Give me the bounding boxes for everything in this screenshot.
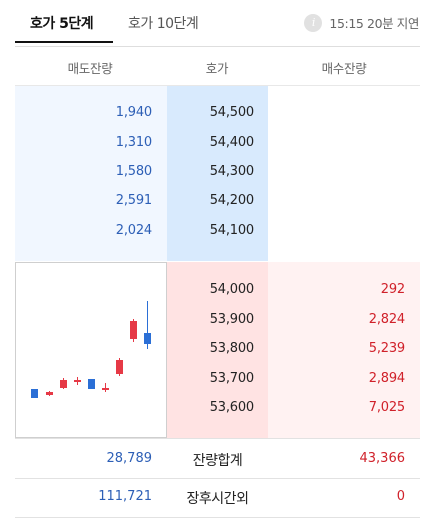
candle [144,301,151,349]
candle [88,379,95,389]
summary-divider [15,478,420,479]
delay-notice: i 15:15 20분 지연 [304,13,419,32]
ask-price[interactable]: 54,200 [209,193,254,208]
ask-price[interactable]: 54,100 [209,223,254,238]
column-header-price: 호가 [205,61,229,76]
mini-candle-chart [15,262,167,438]
ask-qty: 2,024 [115,223,152,238]
candle [74,377,81,385]
bid-qty: 5,239 [368,341,405,356]
bid-qty: 292 [380,282,405,297]
bid-qty: 2,824 [368,312,405,327]
ask-qty: 2,591 [115,193,152,208]
ask-price[interactable]: 54,500 [209,105,254,120]
ask-price-area [167,86,268,261]
total-sell-qty: 28,789 [106,451,153,466]
ask-qty: 1,580 [115,164,152,179]
candle [46,391,53,396]
summary-divider [15,517,420,518]
column-header-divider [15,85,420,86]
candle-chart-svg [31,301,151,398]
bid-price-area [167,262,268,438]
column-header-sell-qty: 매도잔량 [67,61,113,76]
tab-orderbook-10[interactable]: 호가 10단계 [128,16,199,32]
bid-price[interactable]: 53,700 [209,371,254,386]
ask-qty: 1,310 [115,135,152,150]
candle [102,383,109,392]
total-buy-qty: 43,366 [359,451,406,466]
total-label: 잔량합계 [192,453,243,469]
candle [130,319,137,342]
active-tab-indicator [15,41,113,43]
after-hours-label: 장후시간외 [186,491,249,507]
column-header-buy-qty: 매수잔량 [321,61,367,76]
ask-price[interactable]: 54,300 [209,164,254,179]
orderbook-tabs: 호가 5단계 호가 10단계 i 15:15 20분 지연 [0,0,443,46]
after-hours-buy-qty: 0 [396,489,405,504]
bid-qty-area [268,262,420,438]
ask-qty-area [15,86,167,261]
bid-qty: 2,894 [368,371,405,386]
candle [116,358,123,376]
bid-price[interactable]: 53,800 [209,341,254,356]
tab-orderbook-5[interactable]: 호가 5단계 [30,16,94,32]
ask-qty: 1,940 [115,105,152,120]
ask-price[interactable]: 54,400 [209,135,254,150]
info-icon[interactable]: i [304,13,323,32]
candle [60,378,67,389]
header-divider [15,46,420,47]
bid-price[interactable]: 53,900 [209,312,254,327]
bid-price[interactable]: 54,000 [209,282,254,297]
candle [31,389,38,398]
summary-divider [15,438,420,439]
delay-text: 15:15 20분 지연 [329,16,419,31]
after-hours-sell-qty: 111,721 [98,489,152,504]
bid-price[interactable]: 53,600 [209,400,254,415]
bid-qty: 7,025 [368,400,405,415]
